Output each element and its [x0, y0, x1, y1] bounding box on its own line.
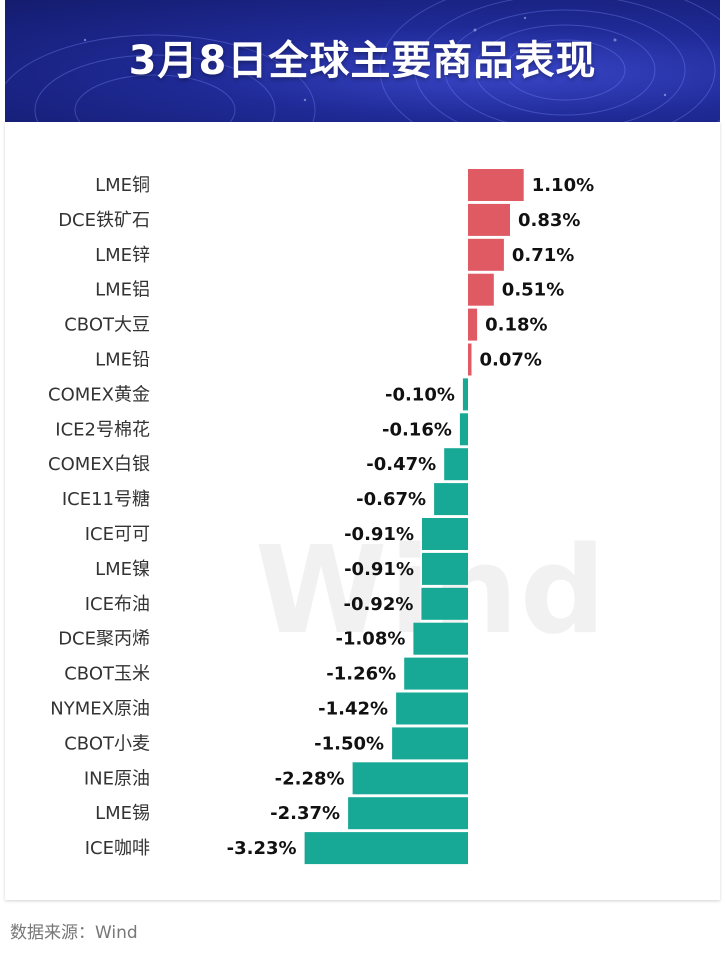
value-label: -0.91%	[344, 559, 414, 580]
category-label: ICE2号棉花	[55, 419, 150, 440]
source-note: 数据来源：Wind	[10, 923, 138, 943]
bar-1	[468, 203, 510, 236]
value-label: -0.10%	[385, 384, 455, 405]
bar-13	[413, 622, 468, 655]
category-label: LME铜	[95, 175, 150, 196]
bar-7	[459, 413, 468, 446]
category-label: COMEX白银	[48, 454, 150, 475]
category-label: LME锌	[95, 245, 150, 266]
bar-18	[348, 797, 468, 830]
value-label: 0.51%	[502, 280, 564, 301]
value-label: -2.28%	[275, 768, 345, 789]
value-label: -0.67%	[356, 489, 426, 510]
category-label: CBOT大豆	[64, 315, 150, 336]
category-label: CBOT小麦	[64, 733, 150, 754]
value-label: -0.91%	[344, 524, 414, 545]
bar-2	[468, 238, 504, 271]
category-label: LME镍	[95, 559, 150, 580]
category-label: CBOT玉米	[64, 664, 150, 685]
category-label: LME铝	[95, 280, 150, 301]
value-label: 0.07%	[480, 350, 542, 371]
category-label: ICE布油	[85, 594, 150, 615]
value-label: -0.47%	[366, 454, 436, 475]
bar-10	[422, 518, 468, 550]
value-label: 0.18%	[485, 315, 547, 336]
value-label: 0.83%	[518, 210, 580, 231]
bar-6	[462, 378, 468, 411]
category-label: ICE11号糖	[62, 489, 150, 510]
bar-9	[434, 483, 468, 516]
value-label: 1.10%	[532, 175, 594, 196]
bar-3	[468, 273, 494, 306]
category-label: ICE咖啡	[85, 838, 150, 859]
value-label: 0.71%	[512, 245, 574, 266]
value-label: -0.16%	[382, 419, 452, 440]
value-label: -2.37%	[270, 803, 340, 824]
bar-15	[396, 692, 468, 725]
category-label: NYMEX原油	[50, 699, 150, 720]
bar-19	[304, 832, 468, 865]
page-title: 3月8日全球主要商品表现	[128, 38, 597, 84]
category-label: COMEX黄金	[48, 384, 150, 405]
value-label: -1.50%	[314, 733, 384, 754]
bar-17	[352, 762, 468, 795]
value-label: -0.92%	[343, 594, 413, 615]
value-label: -1.42%	[318, 699, 388, 720]
category-label: ICE可可	[85, 524, 150, 545]
bar-12	[421, 587, 468, 620]
bar-16	[392, 727, 468, 760]
value-label: -1.26%	[326, 664, 396, 685]
bar-0	[468, 169, 524, 201]
category-label: LME锡	[95, 803, 150, 824]
category-label: DCE聚丙烯	[58, 629, 150, 650]
bar-8	[444, 448, 468, 481]
category-label: INE原油	[84, 768, 150, 789]
category-label: LME铅	[95, 350, 150, 371]
value-label: -3.23%	[227, 838, 297, 859]
bar-4	[468, 308, 478, 341]
category-label: DCE铁矿石	[58, 210, 150, 231]
bar-chart: LME铜 1.10% DCE铁矿石 0.83% LME锌 0.71% LME铝 0.51% CB…	[48, 169, 594, 865]
chart-panel: Wind LME铜1.10%DCE铁矿石0.83%LME锌0.71%LME铝0.…	[5, 122, 720, 900]
bar-11	[422, 552, 468, 585]
value-label: -1.08%	[335, 629, 405, 650]
header-banner: 3月8日全球主要商品表现	[5, 0, 720, 122]
bar-14	[404, 657, 468, 690]
banner-pattern	[5, 0, 720, 122]
bar-5	[468, 343, 472, 376]
